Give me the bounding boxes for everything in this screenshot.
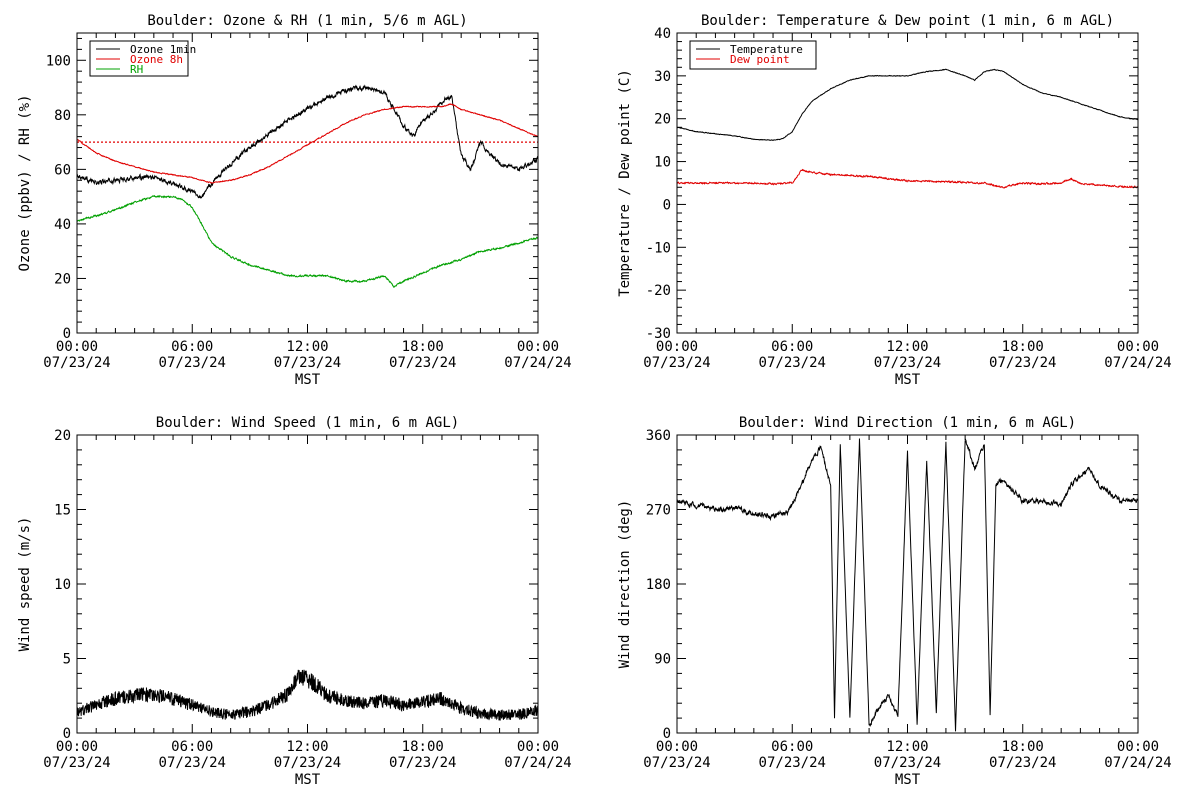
- x-tick-date: 07/23/24: [274, 355, 341, 371]
- x-tick-label: 06:00: [771, 739, 813, 755]
- y-tick-label: -10: [646, 240, 671, 256]
- x-tick-label: 00:00: [56, 739, 98, 755]
- series-line-1: [677, 438, 1138, 732]
- x-tick-label: 00:00: [656, 739, 698, 755]
- legend-label: RH: [130, 63, 143, 76]
- x-tick-label: 00:00: [1117, 339, 1159, 355]
- series-line-rh: [77, 194, 538, 288]
- x-tick-label: 18:00: [402, 739, 444, 755]
- x-tick-date: 07/24/24: [1104, 755, 1171, 771]
- y-tick-label: 10: [54, 577, 71, 593]
- legend-label: Temperature: [730, 43, 803, 56]
- y-tick-label: 5: [63, 652, 71, 668]
- y-tick-label: 60: [54, 162, 71, 178]
- x-tick-date: 07/23/24: [643, 355, 710, 371]
- y-tick-label: 80: [54, 108, 71, 124]
- x-tick-label: 00:00: [56, 339, 98, 355]
- y-axis-label: Wind speed (m/s): [17, 517, 33, 652]
- y-tick-label: 0: [663, 726, 671, 742]
- plot-frame: [676, 434, 1139, 734]
- x-tick-label: 12:00: [286, 739, 328, 755]
- series-line-ozone-1min: [77, 84, 538, 199]
- x-tick-label: 06:00: [771, 339, 813, 355]
- chart-panel-2: Boulder: Temperature & Dew point (1 min,…: [617, 13, 1172, 388]
- x-tick-date: 07/24/24: [504, 755, 571, 771]
- y-tick-label: 0: [663, 197, 671, 213]
- y-tick-label: 0: [63, 326, 71, 342]
- chart-panel-1: Boulder: Ozone & RH (1 min, 5/6 m AGL)00…: [17, 13, 572, 388]
- legend-label: Dew point: [730, 53, 790, 66]
- x-tick-date: 07/23/24: [159, 355, 226, 371]
- x-tick-label: 00:00: [517, 739, 559, 755]
- x-tick-label: 18:00: [402, 339, 444, 355]
- y-tick-label: 90: [654, 652, 671, 668]
- x-tick-label: 12:00: [886, 739, 928, 755]
- y-axis-label: Wind direction (deg): [617, 500, 633, 669]
- y-tick-label: -30: [646, 326, 671, 342]
- x-tick-date: 07/23/24: [759, 355, 826, 371]
- x-axis-label: MST: [895, 372, 921, 388]
- x-tick-date: 07/23/24: [274, 755, 341, 771]
- legend-label: Ozone 1min: [130, 43, 196, 56]
- x-tick-date: 07/24/24: [504, 355, 571, 371]
- series-line-1: [77, 669, 538, 721]
- x-tick-date: 07/23/24: [874, 755, 941, 771]
- chart-panel-4: Boulder: Wind Direction (1 min, 6 m AGL)…: [617, 415, 1172, 788]
- y-axis-label: Ozone (ppbv) / RH (%): [17, 94, 33, 271]
- y-tick-label: 10: [654, 155, 671, 171]
- x-tick-label: 00:00: [656, 339, 698, 355]
- x-tick-label: 18:00: [1002, 739, 1044, 755]
- chart-panel-3: Boulder: Wind Speed (1 min, 6 m AGL) 00:0…: [17, 415, 572, 788]
- legend-label: Ozone 8h: [130, 53, 183, 66]
- chart-title: Boulder: Temperature & Dew point (1 min,…: [701, 13, 1114, 29]
- x-tick-date: 07/23/24: [874, 355, 941, 371]
- x-tick-date: 07/23/24: [43, 355, 110, 371]
- legend-box: [689, 40, 817, 70]
- x-tick-date: 07/23/24: [643, 755, 710, 771]
- x-tick-label: 18:00: [1002, 339, 1044, 355]
- chart-title: Boulder: Ozone & RH (1 min, 5/6 m AGL): [147, 13, 467, 29]
- y-tick-label: 360: [646, 428, 671, 444]
- y-tick-label: 0: [63, 726, 71, 742]
- y-tick-label: 270: [646, 503, 671, 519]
- x-tick-label: 12:00: [286, 339, 328, 355]
- y-axis-label: Temperature / Dew point (C): [617, 69, 633, 297]
- x-axis-label: MST: [295, 372, 321, 388]
- x-tick-date: 07/23/24: [43, 755, 110, 771]
- y-tick-label: -20: [646, 283, 671, 299]
- x-tick-date: 07/24/24: [1104, 355, 1171, 371]
- x-tick-label: 06:00: [171, 339, 213, 355]
- x-axis-label: MST: [895, 772, 921, 788]
- x-tick-date: 07/23/24: [759, 755, 826, 771]
- x-tick-date: 07/23/24: [389, 755, 456, 771]
- y-tick-label: 40: [654, 26, 671, 42]
- chart-title: Boulder: Wind Direction (1 min, 6 m AGL): [739, 415, 1076, 431]
- y-tick-label: 100: [46, 53, 71, 69]
- y-tick-label: 20: [654, 112, 671, 128]
- series-line-temperature: [677, 68, 1138, 141]
- plot-frame: [76, 32, 539, 334]
- y-tick-label: 20: [54, 428, 71, 444]
- x-tick-date: 07/23/24: [989, 355, 1056, 371]
- x-tick-label: 00:00: [1117, 739, 1159, 755]
- y-tick-label: 30: [654, 69, 671, 85]
- x-axis-label: MST: [295, 772, 321, 788]
- x-tick-date: 07/23/24: [159, 755, 226, 771]
- x-tick-date: 07/23/24: [989, 755, 1056, 771]
- chart-title: Boulder: Wind Speed (1 min, 6 m AGL): [156, 415, 459, 431]
- series-line-ozone-8h: [77, 103, 538, 184]
- series-line-dew-point: [677, 168, 1138, 189]
- x-tick-label: 12:00: [886, 339, 928, 355]
- x-tick-date: 07/23/24: [389, 355, 456, 371]
- y-tick-label: 40: [54, 217, 71, 233]
- y-tick-label: 180: [646, 577, 671, 593]
- x-tick-label: 00:00: [517, 339, 559, 355]
- x-tick-label: 06:00: [171, 739, 213, 755]
- y-tick-label: 15: [54, 503, 71, 519]
- y-tick-label: 20: [54, 271, 71, 287]
